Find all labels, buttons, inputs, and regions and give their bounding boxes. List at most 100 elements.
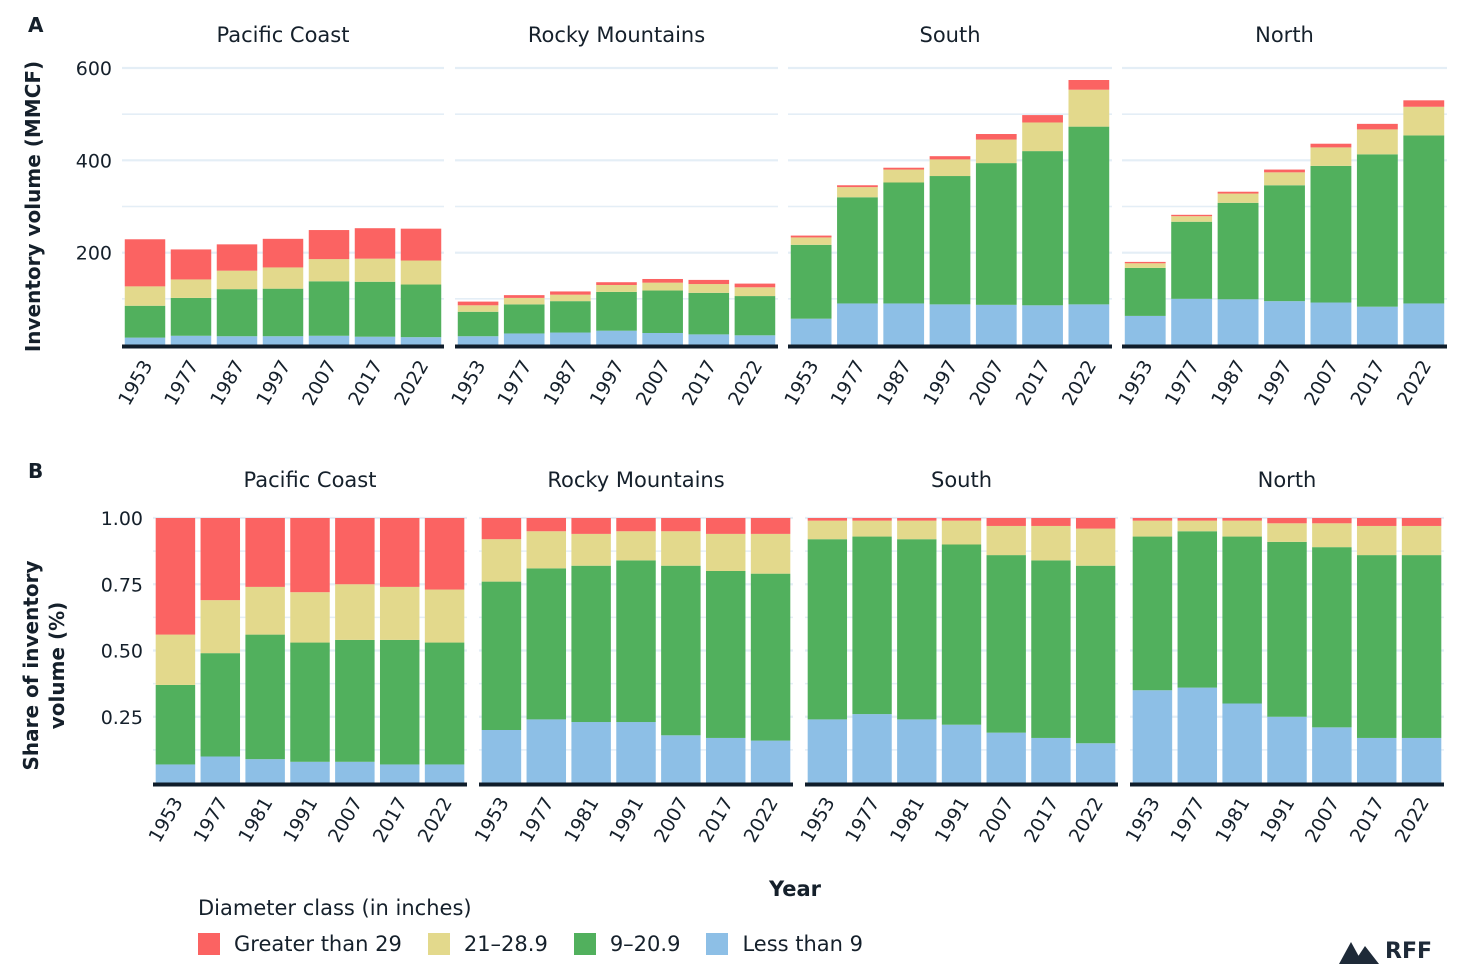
bar-pacific-coast-2022-greater-than-29 <box>400 228 442 261</box>
x-tick-label: 2007 <box>324 794 367 847</box>
bar-north-2007-21-28.9 <box>1312 523 1352 548</box>
bar-north-2017-9-20.9 <box>1356 555 1397 738</box>
bar-pacific-coast-1997-21-28.9 <box>262 267 304 289</box>
x-tick-label: 2007 <box>632 357 675 410</box>
bar-south-2022-9-20.9 <box>1075 565 1116 744</box>
bar-south-1977-greater-than-29 <box>852 518 892 521</box>
x-tick-label: 2022 <box>1391 794 1434 847</box>
bar-pacific-coast-2007-21-28.9 <box>335 584 375 640</box>
bar-rocky-mountains-1987-9-20.9 <box>550 301 591 333</box>
bar-north-1953-greater-than-29 <box>1124 261 1166 264</box>
facet-title-pacific-coast: Pacific Coast <box>244 468 377 492</box>
bar-north-1977-9-20.9 <box>1177 531 1218 688</box>
legend-item-21-28.9: 21–28.9 <box>427 932 548 956</box>
x-tick-label: 2017 <box>1020 794 1063 847</box>
bar-south-1977-21-28.9 <box>852 520 892 537</box>
bar-south-1953-greater-than-29 <box>807 518 848 521</box>
x-tick-label: 2007 <box>650 794 693 847</box>
bar-pacific-coast-1987-less-than-9 <box>216 336 258 345</box>
bar-pacific-coast-2022-less-than-9 <box>400 337 442 345</box>
bar-pacific-coast-1981-21-28.9 <box>245 586 285 635</box>
bar-pacific-coast-2017-21-28.9 <box>379 586 420 640</box>
y-tick-label: 200 <box>76 243 112 265</box>
x-tick-label: 2017 <box>369 794 412 847</box>
bar-south-1987-less-than-9 <box>883 303 925 345</box>
x-tick-label: 1977 <box>160 357 203 410</box>
bar-north-2017-21-28.9 <box>1356 525 1397 556</box>
facet-title-south: South <box>919 23 980 47</box>
x-tick-label: 2022 <box>724 357 767 410</box>
bar-rocky-mountains-2017-21-28.9 <box>688 284 730 293</box>
bar-south-1953-21-28.9 <box>790 237 832 245</box>
bar-south-1991-less-than-9 <box>941 724 982 783</box>
x-tick-label: 2007 <box>975 794 1018 847</box>
bar-north-1953-less-than-9 <box>1124 315 1166 345</box>
bar-south-1991-greater-than-29 <box>941 518 982 521</box>
bar-pacific-coast-1953-9-20.9 <box>155 684 196 765</box>
bar-pacific-coast-2022-21-28.9 <box>424 589 465 643</box>
bar-north-1953-less-than-9 <box>1132 690 1173 783</box>
bar-south-1997-9-20.9 <box>929 176 971 305</box>
legend-item-greater-than-29: Greater than 29 <box>198 932 402 956</box>
bar-north-2017-21-28.9 <box>1356 129 1398 155</box>
bar-north-1953-21-28.9 <box>1132 520 1173 537</box>
bar-south-1953-greater-than-29 <box>790 235 832 238</box>
bar-north-1987-less-than-9 <box>1217 299 1259 345</box>
bar-south-1981-greater-than-29 <box>897 518 937 521</box>
bar-south-1997-greater-than-29 <box>929 156 971 160</box>
x-tick-label: 2007 <box>1301 794 1344 847</box>
x-tick-label: 1987 <box>1207 357 1250 410</box>
bar-rocky-mountains-1981-9-20.9 <box>571 565 611 723</box>
bar-pacific-coast-1997-less-than-9 <box>262 336 304 345</box>
bar-north-1977-21-28.9 <box>1177 520 1218 532</box>
bar-north-2022-9-20.9 <box>1401 555 1442 738</box>
x-tick-label: 2022 <box>390 357 433 410</box>
bar-north-1981-greater-than-29 <box>1222 518 1262 521</box>
bar-pacific-coast-1953-greater-than-29 <box>124 239 166 287</box>
bar-north-1977-21-28.9 <box>1171 216 1213 222</box>
bar-rocky-mountains-2007-less-than-9 <box>661 735 701 783</box>
x-tick-label: 1953 <box>780 357 823 410</box>
bar-south-2022-greater-than-29 <box>1068 80 1110 90</box>
bar-north-1981-21-28.9 <box>1222 520 1262 537</box>
bar-pacific-coast-2017-greater-than-29 <box>354 228 396 259</box>
x-tick-label: 2022 <box>1058 357 1101 410</box>
bar-south-2017-less-than-9 <box>1022 305 1063 345</box>
bar-pacific-coast-2022-greater-than-29 <box>424 518 465 590</box>
bar-rocky-mountains-2017-21-28.9 <box>705 533 746 571</box>
bar-pacific-coast-2022-21-28.9 <box>400 260 442 285</box>
bar-pacific-coast-1981-9-20.9 <box>245 634 285 760</box>
bar-north-1953-greater-than-29 <box>1132 518 1173 521</box>
bar-pacific-coast-1987-greater-than-29 <box>216 244 258 271</box>
bar-pacific-coast-1991-greater-than-29 <box>290 518 330 593</box>
bar-rocky-mountains-2022-21-28.9 <box>734 287 776 297</box>
x-tick-label: 2017 <box>1012 357 1055 410</box>
x-tick-label: 2022 <box>1065 794 1108 847</box>
bar-pacific-coast-1953-21-28.9 <box>155 634 196 685</box>
bar-pacific-coast-1997-greater-than-29 <box>262 238 304 268</box>
bar-pacific-coast-1977-21-28.9 <box>200 600 241 654</box>
bar-pacific-coast-1977-21-28.9 <box>170 279 212 298</box>
bar-rocky-mountains-1987-less-than-9 <box>550 332 591 345</box>
bar-south-2007-greater-than-29 <box>975 134 1017 140</box>
x-tick-label: 2017 <box>1346 794 1389 847</box>
x-tick-label: 1953 <box>114 357 157 410</box>
bar-rocky-mountains-2007-greater-than-29 <box>642 278 683 283</box>
bar-north-1991-greater-than-29 <box>1267 518 1307 524</box>
bar-rocky-mountains-2017-greater-than-29 <box>688 279 730 285</box>
y-axis-title-line-1: Share of inventory <box>19 560 43 770</box>
x-tick-label: 1991 <box>1256 794 1299 847</box>
bar-north-2007-9-20.9 <box>1312 547 1352 728</box>
bar-south-2017-greater-than-29 <box>1031 518 1071 526</box>
x-tick-label: 1953 <box>1114 357 1157 410</box>
bar-south-2022-less-than-9 <box>1068 304 1110 345</box>
bar-pacific-coast-2017-less-than-9 <box>354 336 396 345</box>
bar-rocky-mountains-1977-9-20.9 <box>503 304 545 334</box>
bar-south-1981-less-than-9 <box>897 719 937 783</box>
x-tick-label: 2007 <box>298 357 341 410</box>
bar-south-2022-21-28.9 <box>1075 528 1116 566</box>
x-tick-label: 1977 <box>1161 357 1204 410</box>
bar-north-2022-less-than-9 <box>1401 737 1442 783</box>
bar-pacific-coast-1977-less-than-9 <box>170 335 212 345</box>
x-tick-label: 2022 <box>740 794 783 847</box>
